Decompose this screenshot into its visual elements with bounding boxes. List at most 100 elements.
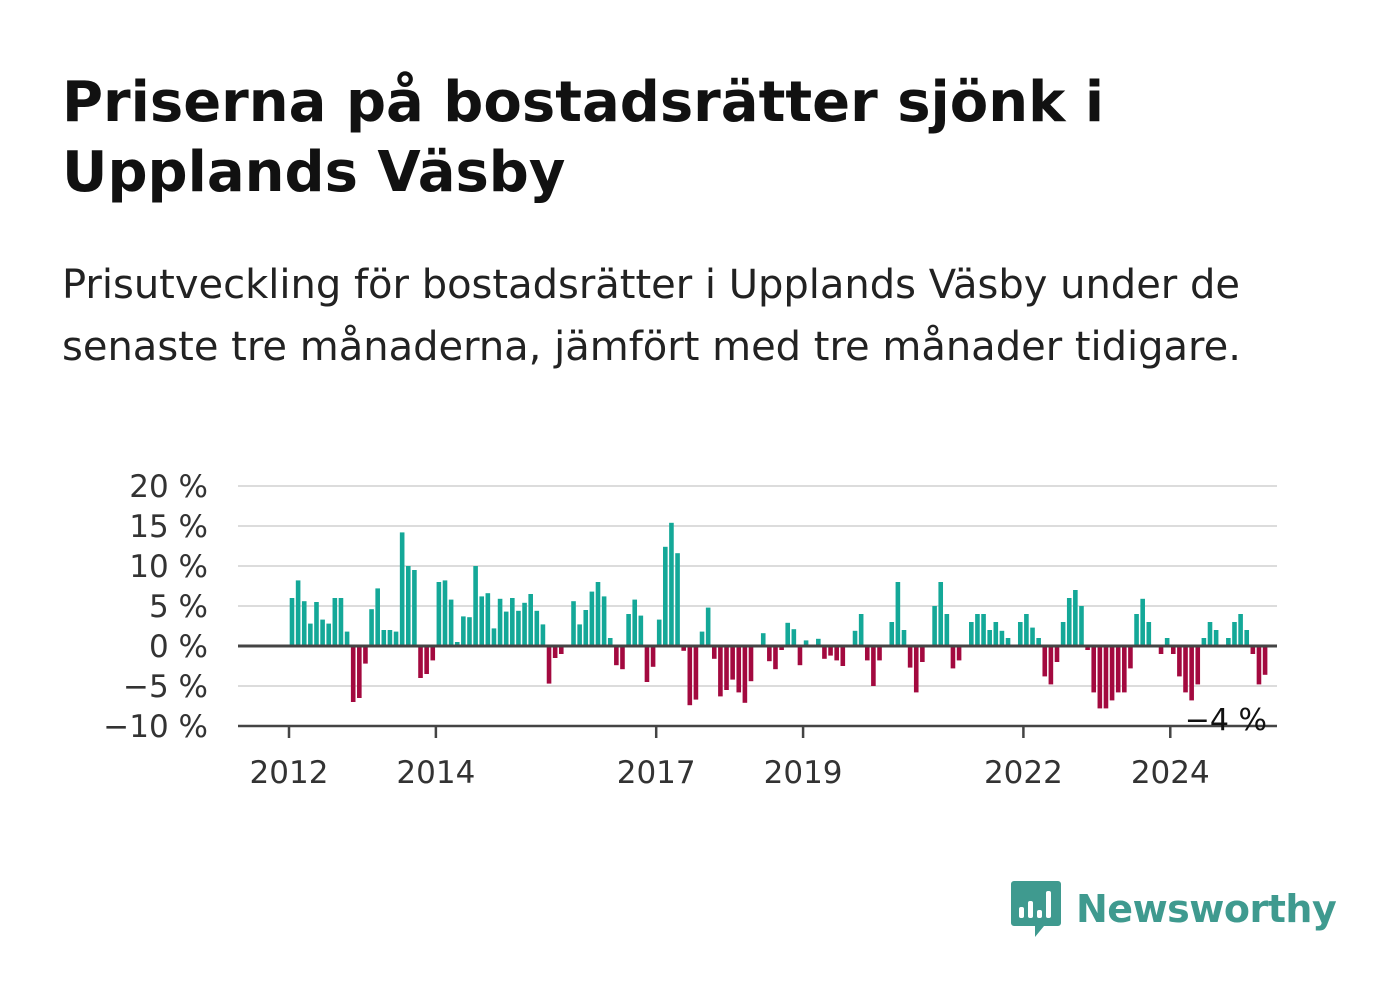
bar xyxy=(1250,646,1256,654)
bars xyxy=(289,522,1268,709)
bar xyxy=(577,624,582,646)
bar xyxy=(840,646,846,666)
bar xyxy=(571,601,576,646)
x-tick-label: 2012 xyxy=(250,755,329,791)
bar xyxy=(767,646,772,662)
bar xyxy=(448,599,454,646)
bar xyxy=(454,642,460,646)
last-value-label: −4 % xyxy=(1185,703,1267,738)
bar xyxy=(595,582,601,646)
bar xyxy=(1073,590,1078,646)
bar xyxy=(858,614,864,646)
bar xyxy=(675,553,680,646)
bar xyxy=(693,646,699,700)
bar xyxy=(387,630,393,646)
bar xyxy=(320,619,325,646)
bar xyxy=(920,646,925,662)
bar xyxy=(816,638,821,646)
bar xyxy=(913,646,919,693)
bar xyxy=(1256,646,1262,685)
bar xyxy=(1207,622,1213,646)
bar xyxy=(938,582,944,646)
bar xyxy=(467,617,472,646)
bar xyxy=(479,596,485,646)
bar xyxy=(907,646,913,668)
bar xyxy=(950,646,956,669)
bar xyxy=(295,580,301,646)
bar xyxy=(1079,606,1084,646)
x-tick-label: 2019 xyxy=(764,755,843,791)
bar xyxy=(399,532,405,646)
bar xyxy=(1146,622,1152,646)
chart-subtitle: Prisutveckling för bostadsrätter i Uppla… xyxy=(62,262,1241,370)
bar xyxy=(301,601,307,646)
bar xyxy=(871,646,876,686)
bar xyxy=(956,646,962,661)
bar xyxy=(1048,646,1054,685)
y-tick-label: −5 % xyxy=(123,669,208,705)
bar xyxy=(663,546,668,646)
bar xyxy=(516,610,521,646)
bar xyxy=(308,623,313,646)
bar xyxy=(1238,614,1243,646)
bar xyxy=(1164,638,1170,646)
y-axis-tick-labels: −10 % −5 % 0 % 5 % 10 % 15 % 20 % xyxy=(103,469,208,745)
bar xyxy=(779,646,784,650)
bar xyxy=(528,594,533,646)
bar-chart: −10 % −5 % 0 % 5 % 10 % 15 % 20 % 2012 2014 2017… xyxy=(103,469,1277,791)
bar xyxy=(461,616,466,646)
bar xyxy=(412,570,417,646)
bar xyxy=(1128,646,1133,669)
bar xyxy=(1060,622,1066,646)
bar xyxy=(357,646,362,698)
bar xyxy=(369,609,374,646)
bar xyxy=(558,646,564,654)
bar xyxy=(289,598,295,646)
gridlines xyxy=(238,485,1277,687)
bar xyxy=(773,646,778,670)
bar xyxy=(760,633,766,646)
bar xyxy=(522,602,527,646)
x-tick-label: 2024 xyxy=(1131,755,1210,791)
bar xyxy=(1213,630,1219,646)
y-tick-label: 15 % xyxy=(129,509,208,545)
bar xyxy=(546,646,552,684)
bar xyxy=(1109,646,1115,701)
bar xyxy=(803,640,809,646)
bar xyxy=(503,611,509,646)
bar xyxy=(791,629,797,646)
bar xyxy=(987,630,992,646)
bar xyxy=(1091,646,1097,693)
bar xyxy=(632,599,638,646)
bar xyxy=(705,607,711,646)
bar xyxy=(405,566,411,646)
bar xyxy=(822,646,827,659)
bar xyxy=(1042,646,1048,677)
y-tick-label: 20 % xyxy=(129,469,208,505)
bar xyxy=(363,646,368,664)
bar xyxy=(981,614,986,646)
bar xyxy=(650,646,656,667)
bar xyxy=(540,624,546,646)
bar xyxy=(314,602,319,646)
bar xyxy=(1066,598,1072,646)
bar xyxy=(969,622,974,646)
bar xyxy=(552,646,558,658)
x-tick-label: 2022 xyxy=(984,755,1063,791)
y-tick-label: 10 % xyxy=(129,549,208,585)
x-axis-ticks: 2012 2014 2017 2019 2022 2024 xyxy=(250,726,1210,791)
bar xyxy=(993,622,999,646)
bar xyxy=(638,615,644,646)
newsworthy-logo: Newsworthy xyxy=(1010,878,1337,940)
y-tick-label: 5 % xyxy=(149,589,208,625)
bar xyxy=(681,646,686,651)
bar xyxy=(797,646,803,666)
bar xyxy=(1244,630,1250,646)
bar xyxy=(1024,614,1029,646)
bar xyxy=(473,566,478,646)
bar xyxy=(1054,646,1060,662)
bar xyxy=(1189,646,1194,701)
bar xyxy=(1158,646,1164,654)
bar xyxy=(724,646,729,690)
bar xyxy=(381,630,387,646)
